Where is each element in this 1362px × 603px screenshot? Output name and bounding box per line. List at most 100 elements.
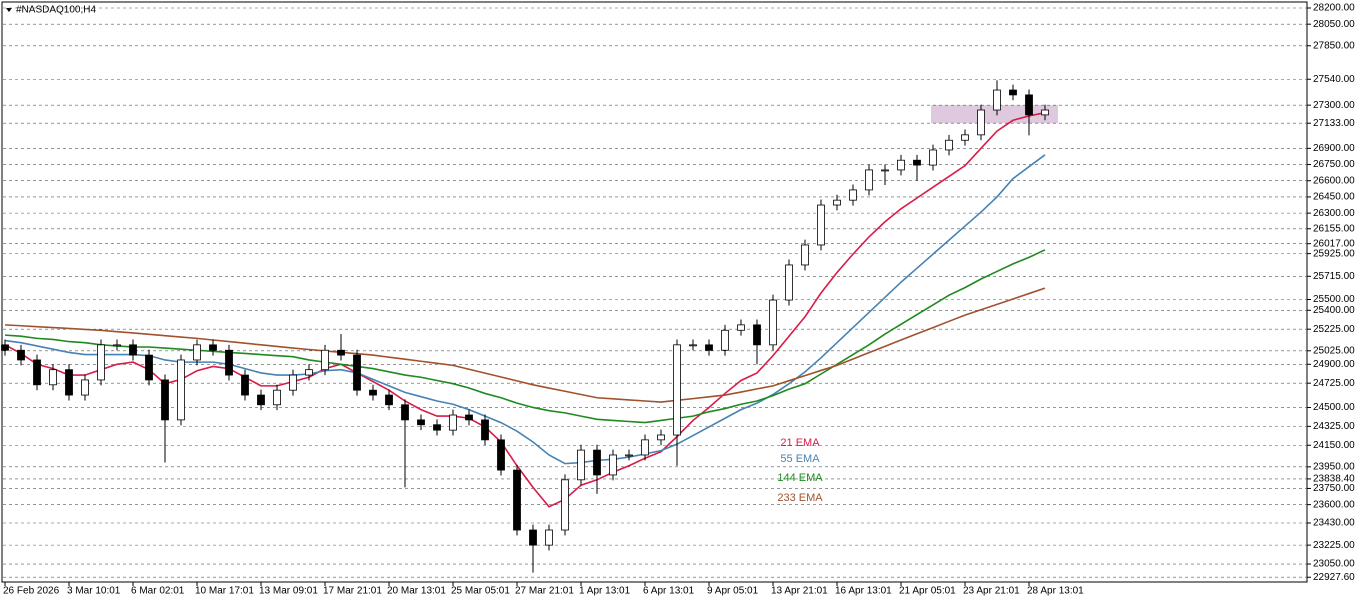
y-tick-label: 23225.00 [1313, 540, 1355, 551]
candle-body [657, 434, 665, 441]
candle-body [1, 344, 9, 351]
y-tick-label: 23050.00 [1313, 559, 1355, 570]
y-tick-label: 27300.00 [1313, 100, 1355, 111]
candle-body [257, 394, 265, 406]
x-tick-label: 10 Mar 17:01 [195, 586, 254, 597]
candle-body [929, 149, 937, 166]
candle-body [945, 139, 953, 151]
legend-entry: 55 EMA [780, 453, 820, 465]
y-tick-label: 22927.60 [1313, 572, 1355, 583]
candle-body [337, 349, 345, 356]
y-tick-label: 24500.00 [1313, 402, 1355, 413]
candle-body [1009, 89, 1017, 96]
x-tick-label: 13 Apr 21:01 [771, 586, 828, 597]
candle-body [721, 329, 729, 351]
candle-body [833, 199, 841, 206]
candle-body [113, 344, 121, 347]
y-tick-label: 28050.00 [1313, 19, 1355, 30]
chart-title: #NASDAQ100,H4 [16, 5, 96, 16]
candle-body [769, 299, 777, 346]
candle-body [417, 419, 425, 426]
candle-body [753, 324, 761, 346]
y-tick-label: 25225.00 [1313, 324, 1355, 335]
candle-body [145, 354, 153, 381]
candle-body [513, 469, 521, 531]
x-tick-label: 1 Apr 13:01 [579, 586, 631, 597]
candle-body [673, 344, 681, 436]
plot-frame [1, 1, 1308, 583]
candle-body [977, 109, 985, 136]
candle-body [353, 354, 361, 391]
x-tick-label: 25 Mar 05:01 [451, 586, 510, 597]
y-tick-label: 25715.00 [1313, 271, 1355, 282]
candle-body [209, 344, 217, 351]
x-tick-label: 26 Feb 2026 [3, 586, 60, 597]
candle-body [913, 159, 921, 166]
y-tick-label: 24900.00 [1313, 359, 1355, 370]
candle-body [561, 479, 569, 531]
x-tick-label: 9 Apr 05:01 [707, 586, 759, 597]
candle-body [129, 344, 137, 356]
candle-body [497, 439, 505, 471]
y-tick-label: 26450.00 [1313, 192, 1355, 203]
candle-body [449, 414, 457, 431]
candle-body [193, 344, 201, 361]
y-tick-label: 24725.00 [1313, 378, 1355, 389]
legend-entry: 144 EMA [777, 472, 823, 484]
x-tick-label: 28 Apr 13:01 [1027, 586, 1084, 597]
y-tick-label: 26900.00 [1313, 143, 1355, 154]
candle-body [881, 169, 889, 172]
y-tick-label: 25400.00 [1313, 305, 1355, 316]
candle-body [625, 454, 633, 457]
ema-line [4, 287, 1046, 403]
x-tick-label: 27 Mar 21:01 [515, 586, 574, 597]
y-tick-label: 27540.00 [1313, 74, 1355, 85]
candle-body [689, 344, 697, 347]
candle-body [241, 374, 249, 396]
x-tick-label: 13 Mar 09:01 [259, 586, 318, 597]
y-tick-label: 24325.00 [1313, 421, 1355, 432]
candle-body [273, 389, 281, 406]
y-tick-label: 24150.00 [1313, 440, 1355, 451]
candle-body [81, 379, 89, 396]
ema-line [4, 249, 1046, 424]
candle-body [593, 449, 601, 476]
candle-body [225, 349, 233, 376]
y-tick-label: 23430.00 [1313, 518, 1355, 529]
y-tick-label: 23750.00 [1313, 483, 1355, 494]
candle-body [785, 264, 793, 301]
y-tick-label: 25025.00 [1313, 345, 1355, 356]
candle-body [433, 424, 441, 431]
x-tick-label: 3 Mar 10:01 [67, 586, 121, 597]
y-tick-label: 25500.00 [1313, 294, 1355, 305]
x-tick-label: 16 Apr 13:01 [835, 586, 892, 597]
candle-body [305, 369, 313, 376]
y-tick-label: 23950.00 [1313, 461, 1355, 472]
candle-body [369, 389, 377, 396]
candle-body [849, 189, 857, 201]
y-tick-label: 26017.00 [1313, 238, 1355, 249]
x-tick-label: 6 Apr 13:01 [643, 586, 695, 597]
y-tick-label: 25925.00 [1313, 248, 1355, 259]
candle-body [161, 379, 169, 421]
candle-body [465, 414, 473, 421]
candle-body [609, 454, 617, 476]
y-tick-label: 26155.00 [1313, 223, 1355, 234]
candle-body [961, 134, 969, 141]
candle-body [545, 529, 553, 546]
candle-body [17, 349, 25, 361]
x-tick-label: 20 Mar 13:01 [387, 586, 446, 597]
candle-body [737, 324, 745, 331]
y-tick-label: 26300.00 [1313, 208, 1355, 219]
y-tick-label: 23600.00 [1313, 499, 1355, 510]
x-tick-label: 6 Mar 02:01 [131, 586, 185, 597]
candle-body [865, 169, 873, 191]
menu-arrow [6, 8, 12, 12]
candle-body [577, 449, 585, 481]
candle-body [49, 369, 57, 386]
y-tick-label: 23838.40 [1313, 474, 1355, 485]
y-tick-label: 26750.00 [1313, 159, 1355, 170]
candle-body [1041, 109, 1049, 116]
candle-body [177, 359, 185, 421]
